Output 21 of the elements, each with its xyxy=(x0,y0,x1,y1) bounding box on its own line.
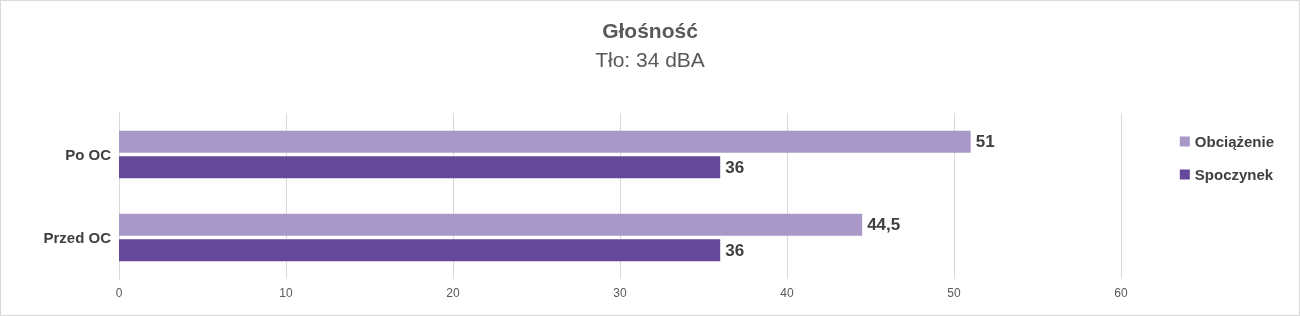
data-label: 51 xyxy=(975,132,995,152)
x-tick-label: 0 xyxy=(115,286,123,300)
bar xyxy=(119,156,721,179)
bar xyxy=(119,130,971,153)
chart-subtitle: Tło: 34 dBA xyxy=(595,48,705,71)
x-tick-label: 30 xyxy=(613,286,627,300)
data-label: 36 xyxy=(725,157,745,177)
x-tick-label: 40 xyxy=(780,286,794,300)
bar xyxy=(119,239,721,262)
legend-label: Obciążenie xyxy=(1194,133,1275,150)
x-tick-label: 10 xyxy=(279,286,293,300)
bar xyxy=(119,213,863,236)
legend-label: Spoczynek xyxy=(1194,166,1274,183)
x-tick-label: 20 xyxy=(446,286,460,300)
y-tick-label: Po OC xyxy=(65,146,112,163)
data-label: 36 xyxy=(725,240,745,260)
data-label: 44,5 xyxy=(867,215,901,235)
x-tick-label: 60 xyxy=(1114,286,1128,300)
y-tick-label: Przed OC xyxy=(43,229,112,246)
chart-title: Głośność xyxy=(602,19,699,42)
x-tick-label: 50 xyxy=(947,286,961,300)
